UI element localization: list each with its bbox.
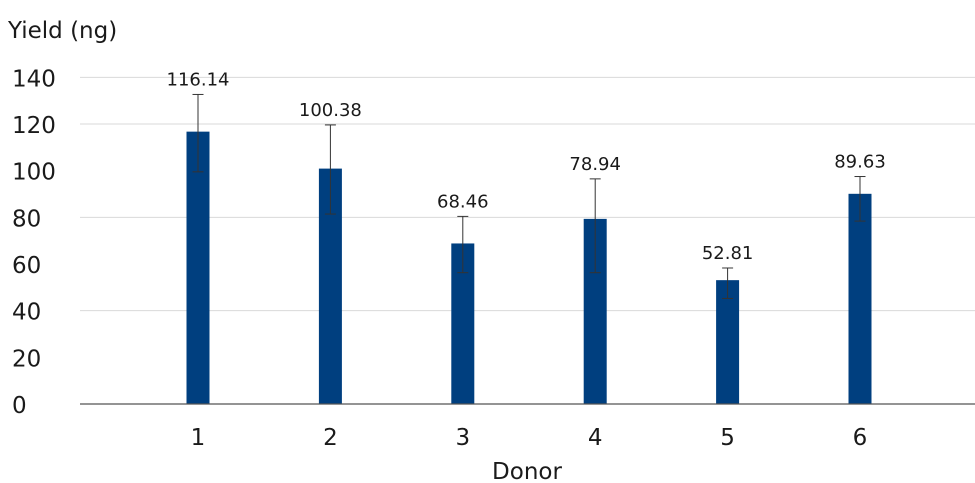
x-axis-title: Donor — [492, 459, 562, 483]
error-bar — [457, 215, 469, 274]
bars — [186, 131, 872, 404]
y-tick-label: 0 — [12, 393, 27, 419]
x-tick-labels: 1 2 3 4 5 6 — [191, 425, 868, 451]
y-tick-label: 120 — [12, 113, 56, 139]
data-label: 116.14 — [167, 69, 230, 90]
y-tick-label: 60 — [12, 253, 41, 279]
error-bar — [192, 93, 204, 173]
error-bar — [324, 124, 336, 215]
bar — [318, 168, 342, 404]
error-bar — [854, 176, 866, 222]
x-tick-label: 2 — [323, 425, 338, 451]
x-tick-label: 4 — [588, 425, 603, 451]
y-tick-label: 20 — [12, 346, 41, 372]
bar — [716, 280, 740, 404]
y-axis-title: Yield (ng) — [7, 18, 117, 44]
data-label: 78.94 — [569, 154, 621, 175]
x-tick-label: 3 — [455, 425, 470, 451]
y-tick-label: 140 — [12, 66, 56, 92]
y-tick-labels: 0 20 40 60 80 100 120 140 — [12, 66, 56, 419]
error-bar — [722, 267, 734, 299]
gridlines — [80, 76, 975, 312]
bar — [848, 193, 872, 404]
data-label: 100.38 — [299, 100, 362, 121]
error-bars — [192, 93, 866, 299]
x-tick-label: 6 — [853, 425, 868, 451]
data-label: 68.46 — [437, 191, 489, 212]
y-tick-label: 100 — [12, 160, 56, 186]
bar — [583, 218, 607, 404]
error-bar — [589, 178, 601, 274]
x-tick-label: 1 — [191, 425, 206, 451]
bar — [451, 243, 475, 404]
data-label: 89.63 — [834, 152, 886, 173]
bar — [186, 131, 210, 404]
x-tick-label: 5 — [720, 425, 735, 451]
data-label: 52.81 — [702, 243, 754, 264]
data-labels: 116.14 100.38 68.46 78.94 52.81 89.63 — [167, 69, 886, 264]
y-tick-label: 40 — [12, 300, 41, 326]
y-tick-label: 80 — [12, 206, 41, 232]
